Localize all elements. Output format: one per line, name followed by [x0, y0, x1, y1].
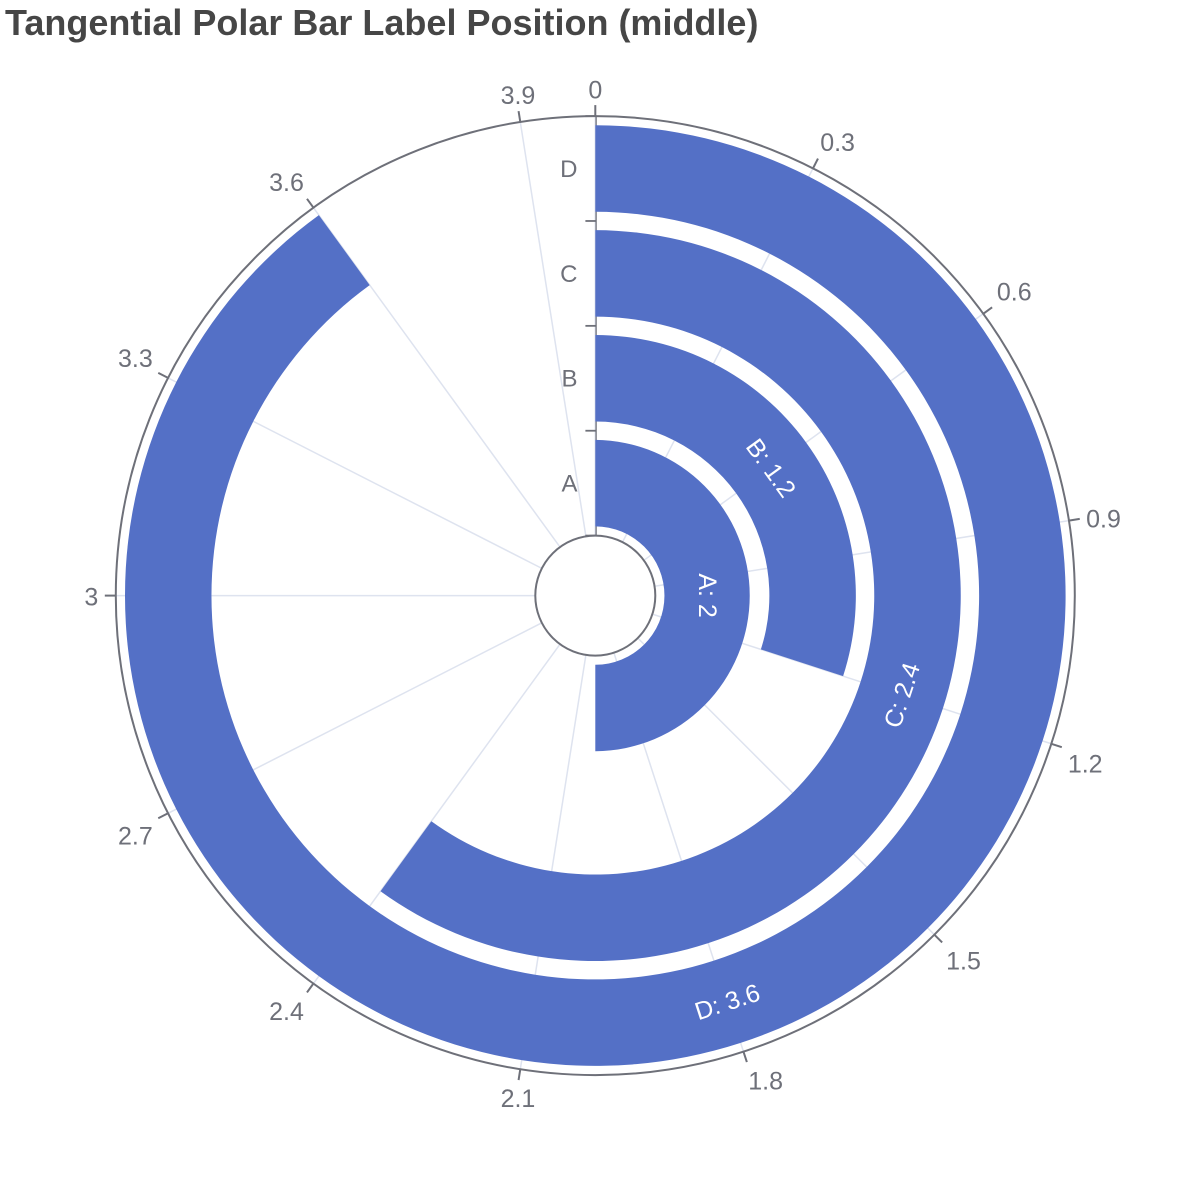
svg-text:B: B — [561, 366, 577, 393]
svg-text:3: 3 — [84, 583, 98, 611]
svg-text:A: 2: A: 2 — [693, 573, 721, 617]
svg-text:Tangential Polar Bar Label Pos: Tangential Polar Bar Label Position (mid… — [5, 2, 758, 43]
svg-text:2.1: 2.1 — [501, 1085, 536, 1113]
svg-text:2.4: 2.4 — [269, 998, 304, 1026]
svg-text:0: 0 — [588, 76, 602, 104]
svg-text:0.6: 0.6 — [997, 279, 1032, 307]
svg-text:D: D — [560, 156, 577, 183]
svg-text:1.2: 1.2 — [1068, 750, 1103, 778]
svg-text:2.7: 2.7 — [118, 822, 153, 850]
svg-text:1.8: 1.8 — [748, 1068, 783, 1096]
svg-text:3.3: 3.3 — [118, 345, 153, 373]
svg-text:C: C — [560, 261, 577, 288]
svg-text:1.5: 1.5 — [946, 948, 981, 976]
svg-text:0.9: 0.9 — [1086, 506, 1121, 534]
svg-text:0.3: 0.3 — [820, 129, 855, 157]
svg-text:3.9: 3.9 — [501, 82, 536, 110]
svg-text:3.6: 3.6 — [269, 169, 304, 197]
svg-text:A: A — [561, 471, 577, 498]
